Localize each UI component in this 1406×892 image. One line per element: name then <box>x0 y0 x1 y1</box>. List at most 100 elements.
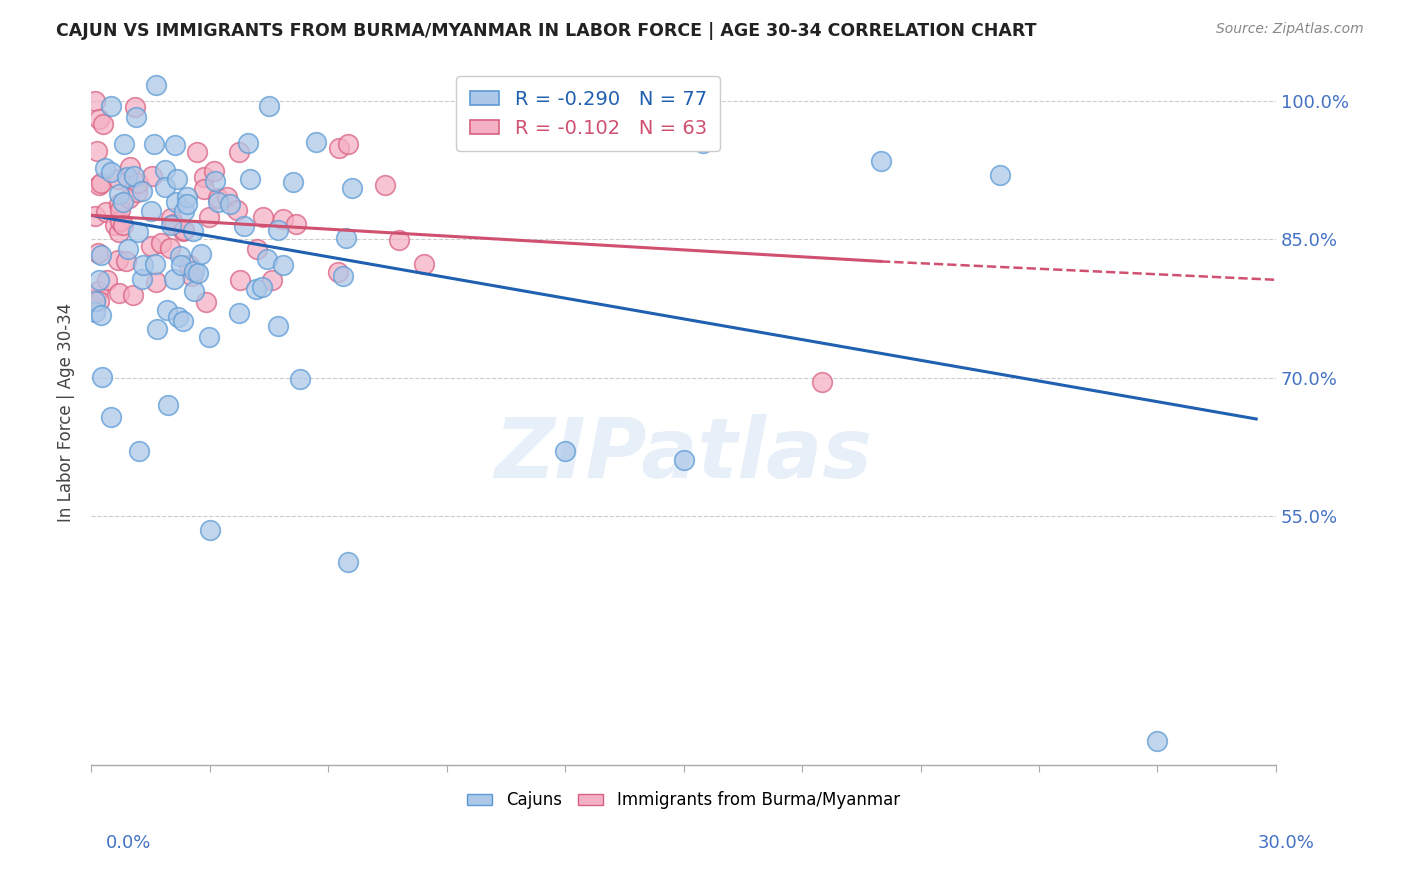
Point <box>335 231 357 245</box>
Point <box>1146 734 1168 748</box>
Point <box>141 203 163 218</box>
Text: CAJUN VS IMMIGRANTS FROM BURMA/MYANMAR IN LABOR FORCE | AGE 30-34 CORRELATION CH: CAJUN VS IMMIGRANTS FROM BURMA/MYANMAR I… <box>56 22 1036 40</box>
Point <box>108 225 131 239</box>
Point <box>197 210 219 224</box>
Point <box>125 111 148 125</box>
Point <box>87 178 110 192</box>
Point <box>84 294 107 309</box>
Point <box>172 224 194 238</box>
Point <box>108 285 131 300</box>
Point <box>111 195 134 210</box>
Point <box>84 209 107 223</box>
Point <box>100 99 122 113</box>
Point <box>198 523 221 537</box>
Point <box>108 197 131 211</box>
Point <box>246 242 269 256</box>
Point <box>90 176 112 190</box>
Point <box>271 258 294 272</box>
Point <box>141 169 163 183</box>
Point <box>165 195 187 210</box>
Point <box>238 136 260 150</box>
Point <box>112 218 135 232</box>
Point <box>388 233 411 247</box>
Text: ZIPatlas: ZIPatlas <box>495 414 873 495</box>
Point <box>239 172 262 186</box>
Point <box>554 444 576 458</box>
Point <box>104 218 127 232</box>
Point <box>267 223 290 237</box>
Point <box>250 280 273 294</box>
Point <box>87 273 110 287</box>
Point <box>127 185 149 199</box>
Point <box>290 372 312 386</box>
Point <box>115 254 138 268</box>
Point <box>139 239 162 253</box>
Point <box>86 145 108 159</box>
Point <box>413 257 436 271</box>
Point <box>245 282 267 296</box>
Point <box>163 272 186 286</box>
Point <box>93 161 115 175</box>
Point <box>228 306 250 320</box>
Point <box>153 162 176 177</box>
Point <box>112 137 135 152</box>
Point <box>127 225 149 239</box>
Point <box>143 137 166 152</box>
Point <box>172 314 194 328</box>
Point <box>84 292 107 306</box>
Point <box>260 273 283 287</box>
Point <box>87 294 110 309</box>
Point <box>181 269 204 284</box>
Point <box>219 196 242 211</box>
Point <box>159 241 181 255</box>
Point <box>156 398 179 412</box>
Point <box>672 453 695 467</box>
Point <box>84 304 107 318</box>
Point <box>267 319 290 334</box>
Point <box>179 258 201 272</box>
Point <box>337 136 360 151</box>
Point <box>228 273 250 287</box>
Point <box>336 555 359 569</box>
Point <box>215 190 238 204</box>
Point <box>190 247 212 261</box>
Point <box>107 187 129 202</box>
Point <box>100 410 122 425</box>
Point <box>202 164 225 178</box>
Point <box>692 136 714 150</box>
Point <box>132 258 155 272</box>
Point <box>118 191 141 205</box>
Point <box>124 169 146 184</box>
Point <box>194 295 217 310</box>
Point <box>187 266 209 280</box>
Point <box>207 195 229 210</box>
Point <box>131 184 153 198</box>
Point <box>145 78 167 93</box>
Point <box>193 182 215 196</box>
Point <box>163 137 186 152</box>
Legend: Cajuns, Immigrants from Burma/Myanmar: Cajuns, Immigrants from Burma/Myanmar <box>461 785 907 816</box>
Point <box>118 160 141 174</box>
Point <box>870 153 893 168</box>
Point <box>107 172 129 186</box>
Point <box>170 258 193 272</box>
Point <box>117 169 139 184</box>
Point <box>197 329 219 343</box>
Text: Source: ZipAtlas.com: Source: ZipAtlas.com <box>1216 22 1364 37</box>
Point <box>988 168 1011 182</box>
Point <box>283 176 305 190</box>
Point <box>163 217 186 231</box>
Point <box>155 179 177 194</box>
Point <box>328 141 350 155</box>
Point <box>90 308 112 322</box>
Point <box>94 204 117 219</box>
Text: 30.0%: 30.0% <box>1258 834 1315 852</box>
Point <box>252 211 274 225</box>
Point <box>160 211 183 225</box>
Point <box>143 257 166 271</box>
Point <box>96 273 118 287</box>
Point <box>128 444 150 458</box>
Point <box>124 100 146 114</box>
Point <box>176 197 198 211</box>
Point <box>146 322 169 336</box>
